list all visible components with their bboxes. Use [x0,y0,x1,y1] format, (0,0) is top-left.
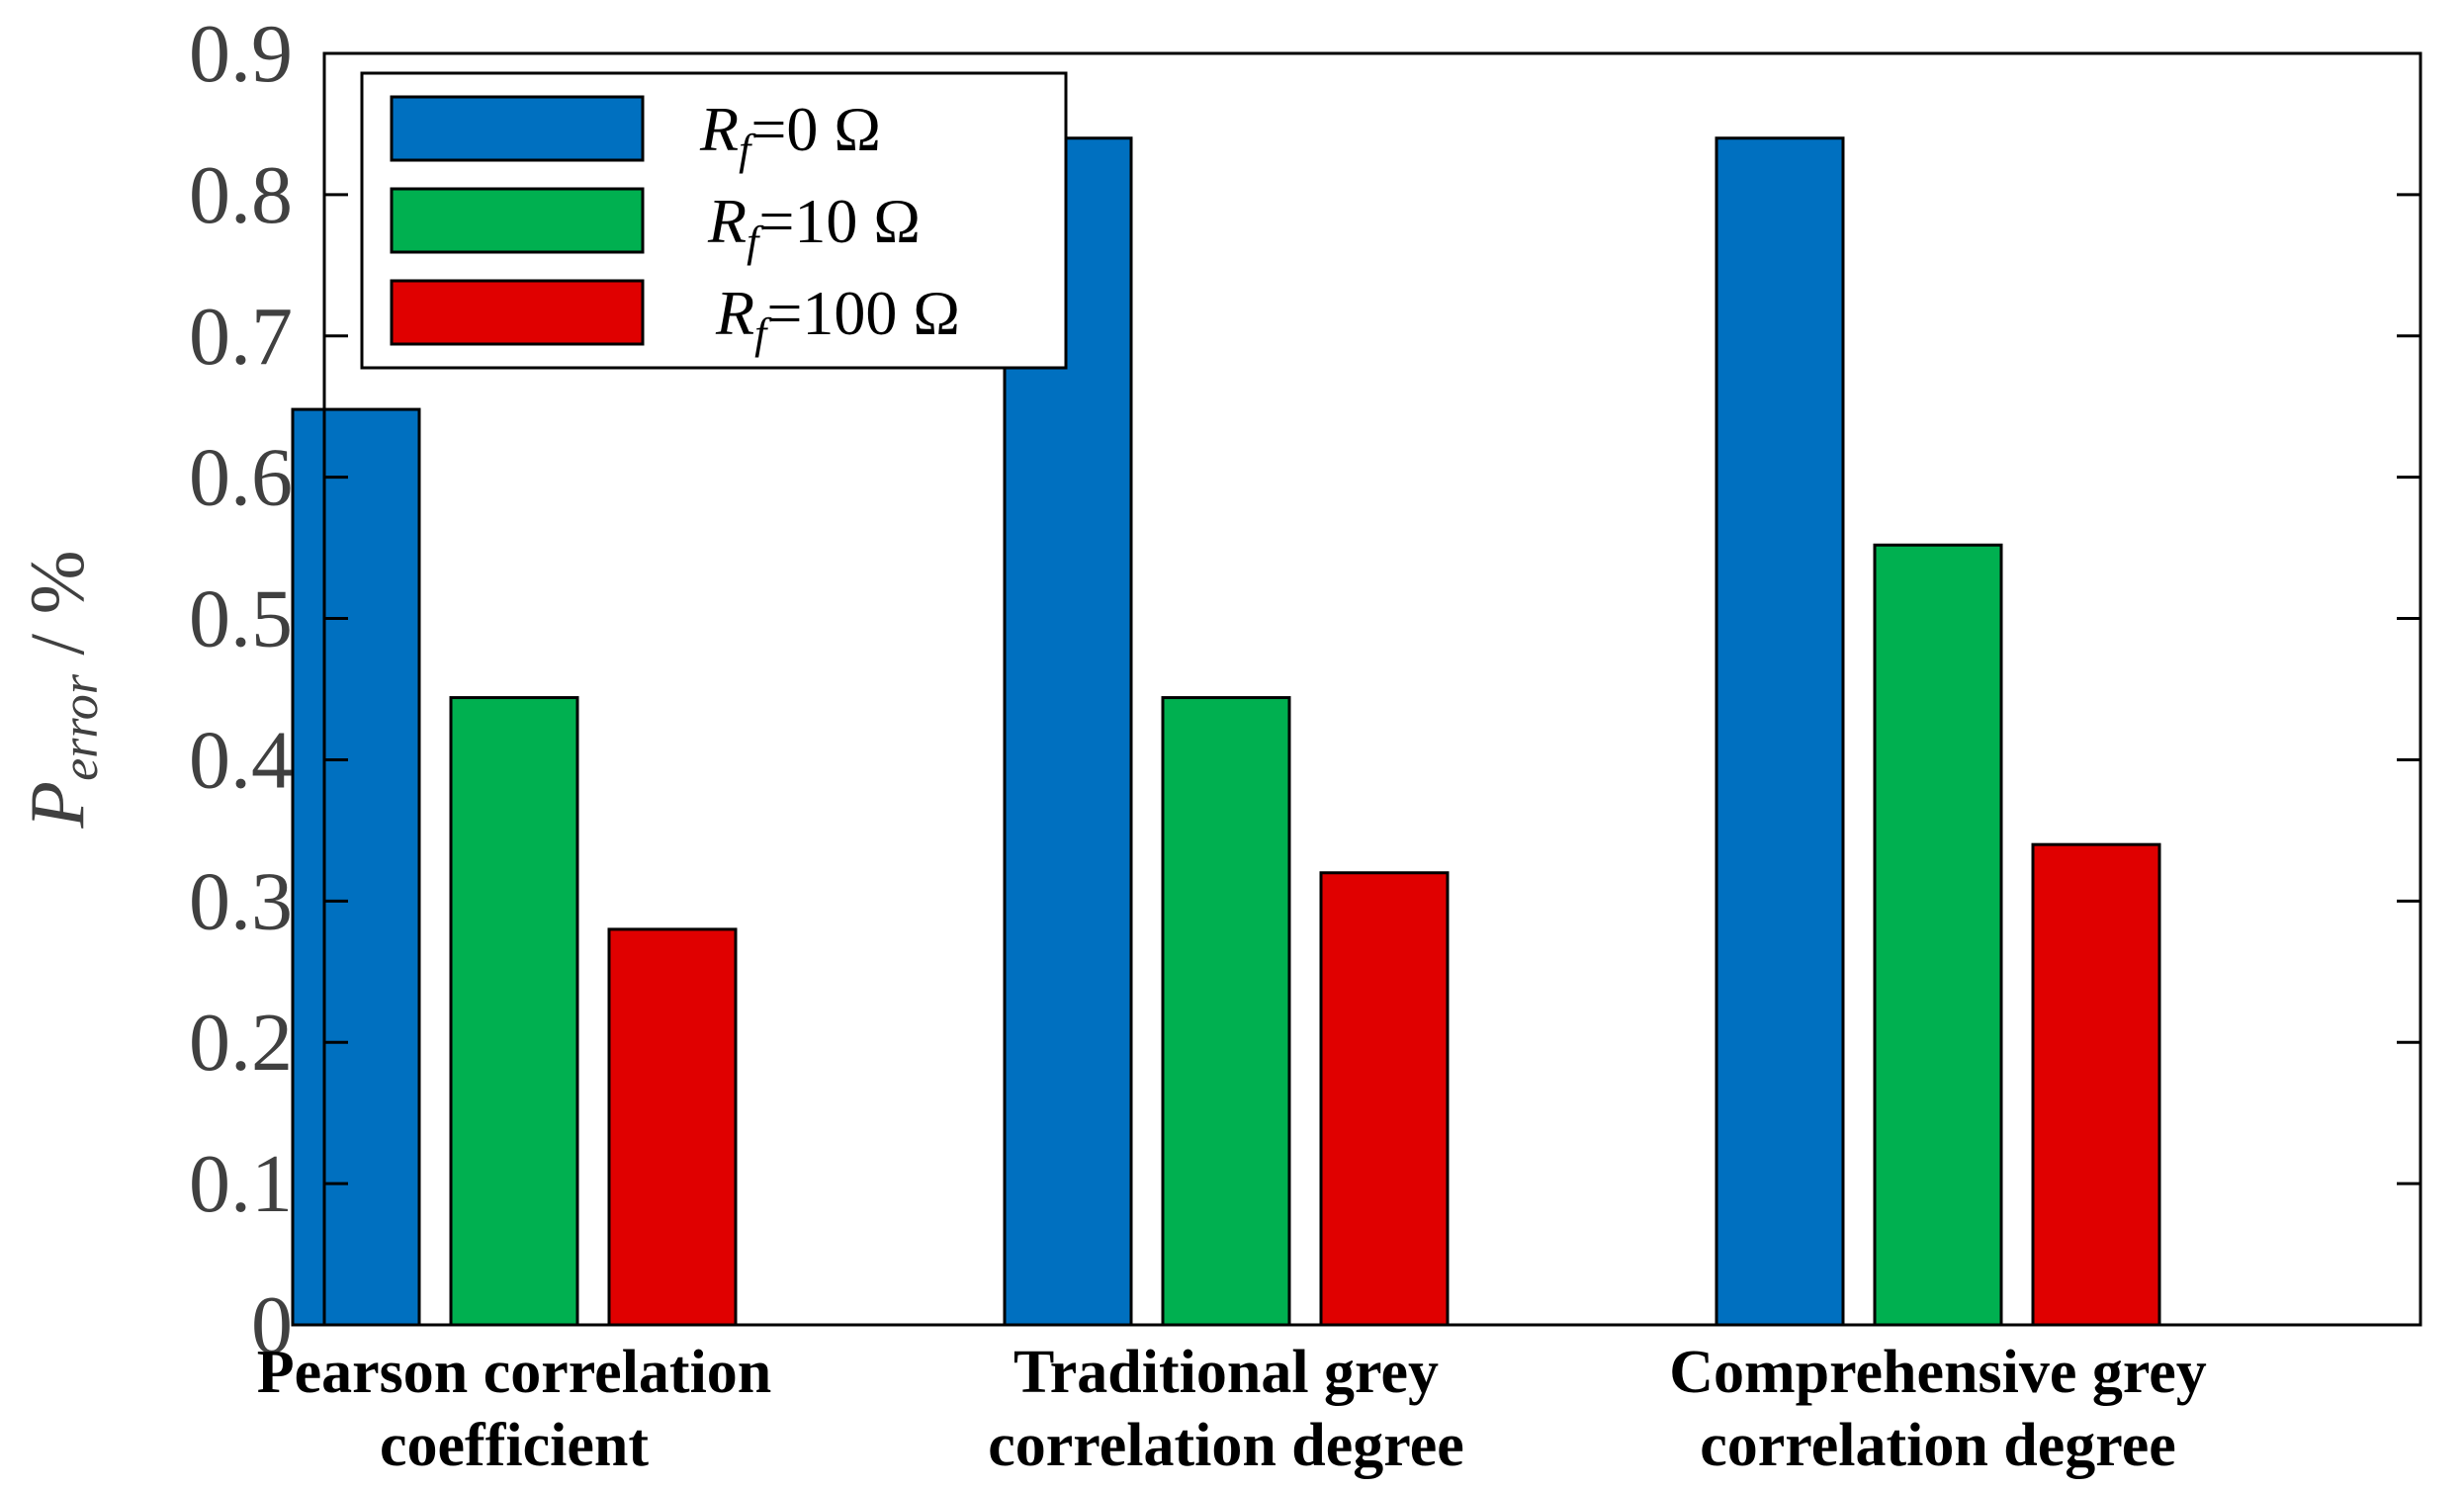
legend-swatch-series-3 [390,279,645,346]
x-category-label: Comprehensive grey [1669,1339,2207,1406]
bar-series-2-category-2 [1161,696,1291,1327]
y-tick-label: 0.8 [189,149,293,241]
y-tick-label: 0.9 [189,8,293,100]
legend-label-symbol: R [699,94,739,164]
legend: Rf=0 Ω Rf=10 Ω Rf=100 Ω [360,71,1068,370]
legend-label-symbol: R [707,186,747,256]
y-tick-label: 0.7 [189,291,293,383]
y-axis-label-group: Perror / % [14,550,109,829]
y-tick-label: 0.2 [189,997,293,1089]
y-tick-label: 0.5 [189,573,293,665]
y-axis-label-unit: / % [14,550,100,674]
bar-series-2-category-3 [1873,543,2003,1327]
y-tick-label: 0.1 [189,1138,293,1230]
bar-series-3-category-2 [1319,871,1450,1327]
x-category-label: coefficient [380,1412,649,1479]
legend-label-series-3: Rf=100 Ω [715,278,960,358]
legend-label-series-2: Rf=10 Ω [707,186,921,266]
legend-swatch-series-2 [390,187,645,254]
y-axis-label-subscript: error [52,673,109,781]
legend-label-value: =0 Ω [750,94,881,164]
axes-layer [322,51,2422,1327]
plot-frame [322,51,2422,1327]
bars-layer [291,136,2161,1327]
y-tick-label: 0.4 [189,714,293,806]
y-tick-label: 0.3 [189,855,293,947]
bar-series-2-category-1 [449,696,579,1327]
y-axis-label-symbol: P [14,781,100,830]
y-axis-label: Perror / % [14,550,109,829]
x-category-label: Pearson correlation [257,1339,772,1406]
legend-label-symbol: R [715,278,754,348]
legend-label-value: =10 Ω [758,186,921,256]
bar-series-3-category-1 [607,927,738,1327]
y-ticks: 0 0.1 0.2 0.3 0.4 0.5 0.6 0.7 0.8 0.9 [189,8,2420,1371]
y-tick-label: 0 [251,1279,293,1371]
x-category-label: correlation degree [988,1412,1463,1479]
bar-series-3-category-3 [2031,842,2161,1327]
x-category-label: correlation degree [1700,1412,2175,1479]
bar-series-1-category-1 [291,407,421,1327]
legend-label-series-1: Rf=0 Ω [699,94,881,174]
y-tick-label: 0.6 [189,432,293,524]
legend-label-value: =100 Ω [766,278,960,348]
legend-swatch-series-1 [390,95,645,162]
bar-series-1-category-3 [1715,136,1845,1327]
x-category-label: Traditional grey [1013,1339,1439,1406]
